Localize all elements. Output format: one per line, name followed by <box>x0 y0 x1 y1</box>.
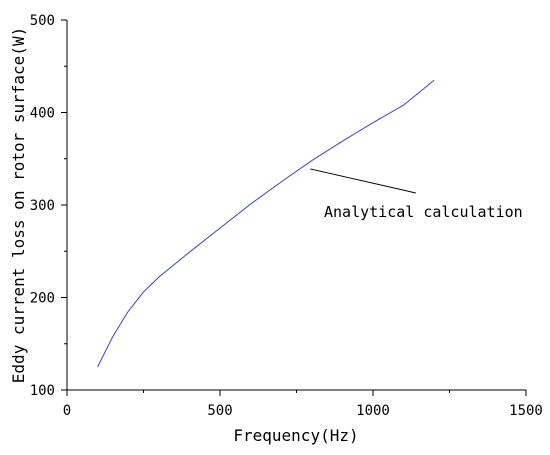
x-axis-title: Frequency(Hz) <box>233 426 358 445</box>
x-tick-label: 0 <box>63 403 71 419</box>
y-tick-label: 100 <box>30 383 55 399</box>
y-tick-label: 400 <box>30 106 55 122</box>
annotations: Analytical calculation <box>310 168 523 221</box>
ticks <box>61 19 527 396</box>
x-tick-label: 1500 <box>509 403 543 419</box>
series-line <box>97 79 435 368</box>
tick-labels: 0 500 1000 1500 100 200 300 400 500 <box>30 13 543 419</box>
y-tick-label: 500 <box>30 13 55 29</box>
y-tick-label: 200 <box>30 291 55 307</box>
y-tick-label: 300 <box>30 198 55 214</box>
series <box>97 79 435 368</box>
x-tick-label: 500 <box>207 403 232 419</box>
y-axis-title: Eddy current loss on rotor surface(W) <box>9 27 28 383</box>
annotation-label: Analytical calculation <box>324 203 523 221</box>
x-tick-label: 1000 <box>356 403 390 419</box>
annotation-leader-line <box>310 168 416 194</box>
